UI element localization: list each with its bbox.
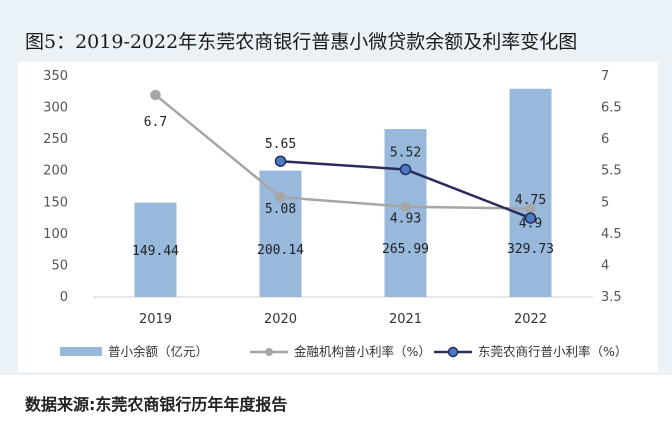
chart-area: 0 50 100 150 200 250 300 350 3.5 4 4.5 5 5.5 6 6.5 7 201…	[18, 62, 658, 372]
y2-axis-tick-label: 4	[601, 258, 609, 273]
y2-axis-tick-label: 6.5	[601, 101, 622, 116]
dongguan-rcb-rate-label: 4.75	[515, 193, 546, 208]
y2-axis-tick-label: 7	[601, 69, 609, 84]
bar	[509, 88, 552, 297]
legend-label: 东莞农商行普小利率（%）	[478, 344, 627, 359]
legend-swatch-marker	[447, 346, 459, 358]
financial-institutions-rate-label: 6.7	[144, 115, 167, 130]
bar	[259, 170, 302, 297]
legend-label: 金融机构普小利率（%）	[294, 344, 431, 359]
bar-data-label: 329.73	[507, 242, 554, 257]
dongguan-rcb-rate-point	[524, 212, 537, 224]
y2-axis-tick-label: 6	[601, 132, 609, 147]
y-axis-tick-label: 300	[43, 101, 68, 116]
y-axis-tick-label: 350	[43, 69, 68, 84]
financial-institutions-rate-point	[150, 89, 161, 101]
dongguan-rcb-rate-point	[399, 163, 412, 176]
y-axis-tick-label: 200	[43, 164, 68, 179]
y-axis-tick-label: 100	[43, 227, 68, 242]
y-axis-tick-label: 0	[60, 290, 68, 305]
dongguan-rcb-rate-label: 5.65	[265, 137, 296, 152]
financial-institutions-rate-label: 4.9	[519, 217, 542, 232]
y-axis-tick-label: 50	[51, 258, 68, 273]
dongguan-rcb-rate-label: 5.52	[390, 145, 421, 160]
x-axis-tick-label: 2022	[514, 312, 547, 327]
y2-axis-tick-label: 3.5	[601, 290, 622, 305]
dongguan-rcb-rate-point	[274, 155, 287, 167]
y-axis-tick-label: 250	[43, 132, 68, 147]
y2-axis-tick-label: 5	[601, 195, 609, 210]
y2-axis-tick-label: 5.5	[601, 164, 622, 179]
legend-swatch-bar	[60, 347, 102, 356]
financial-institutions-rate-point	[275, 191, 286, 203]
financial-institutions-rate-line	[154, 93, 531, 210]
bar	[384, 129, 427, 297]
chart-title: 图5：2019-2022年东莞农商银行普惠小微贷款余额及利率变化图	[25, 31, 578, 53]
combo-chart: 0 50 100 150 200 250 300 350 3.5 4 4.5 5 5.5 6 6.5 7 201…	[43, 69, 627, 359]
x-axis-tick-label: 2020	[264, 312, 297, 327]
financial-institutions-rate-label: 4.93	[390, 212, 421, 227]
legend-label: 普小余额（亿元）	[108, 344, 208, 359]
bar-data-label: 149.44	[132, 244, 179, 259]
financial-institutions-rate-label: 5.08	[265, 202, 296, 217]
legend-swatch-marker	[265, 348, 273, 356]
x-axis-tick-label: 2021	[389, 312, 422, 327]
bar-data-label: 265.99	[382, 242, 429, 257]
financial-institutions-rate-point	[400, 201, 411, 212]
x-axis-tick-label: 2019	[139, 312, 172, 327]
y2-axis-tick-label: 4.5	[601, 227, 622, 242]
data-source-note: 数据来源:东莞农商银行历年年度报告	[25, 395, 288, 414]
bar	[134, 202, 177, 297]
bar-data-label: 200.14	[257, 243, 304, 258]
y-axis-tick-label: 150	[43, 195, 68, 210]
